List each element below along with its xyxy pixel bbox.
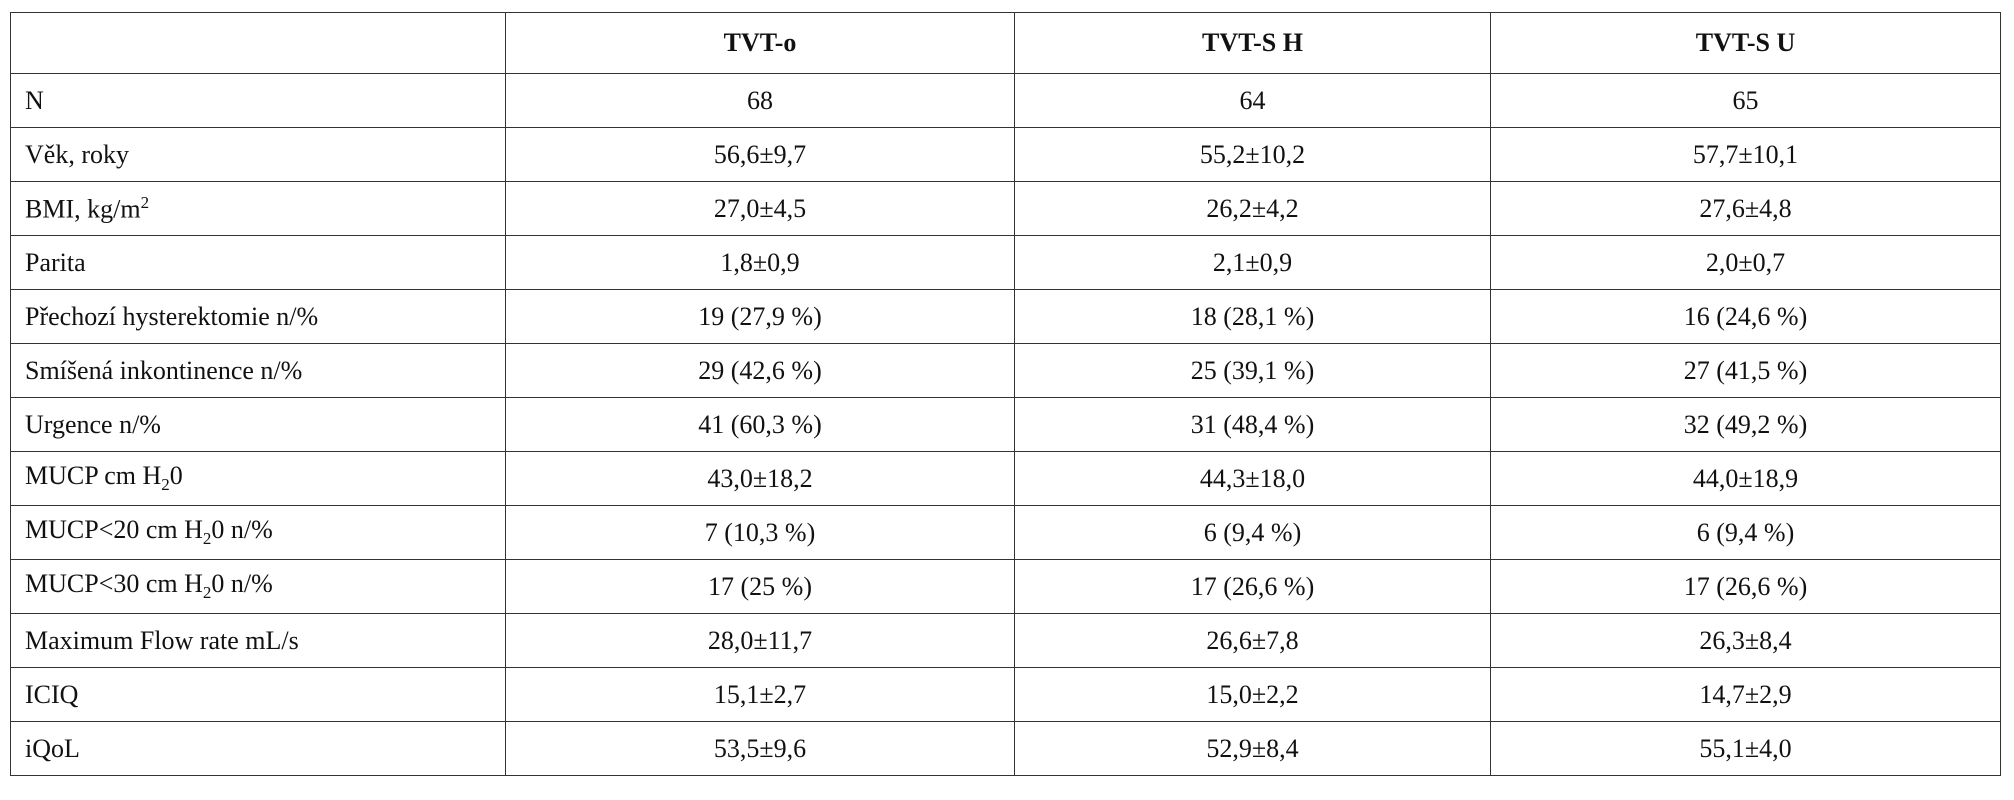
value-cell: 65	[1490, 73, 2001, 128]
value-cell: 1,8±0,9	[505, 235, 1015, 290]
row-label: Věk, roky	[10, 127, 506, 182]
header-cell: TVT-o	[505, 12, 1015, 74]
value-cell: 26,2±4,2	[1014, 181, 1491, 236]
label-text: Smíšená inkontinence n/%	[25, 355, 303, 385]
value-cell: 31 (48,4 %)	[1014, 397, 1491, 452]
value-cell: 43,0±18,2	[505, 451, 1015, 506]
row-label: Smíšená inkontinence n/%	[10, 343, 506, 398]
label-text: Přechozí hysterektomie n/%	[25, 301, 319, 331]
value-cell: 27 (41,5 %)	[1490, 343, 2001, 398]
table-row: BMI, kg/m2 27,0±4,5 26,2±4,2 27,6±4,8	[10, 181, 2001, 236]
label-text: MUCP<30 cm H	[25, 569, 203, 599]
value-cell: 14,7±2,9	[1490, 667, 2001, 722]
value-cell: 56,6±9,7	[505, 127, 1015, 182]
label-text: BMI, kg/m	[25, 194, 141, 224]
row-label: MUCP<30 cm H20 n/%	[10, 559, 506, 614]
value-cell: 18 (28,1 %)	[1014, 289, 1491, 344]
label-text: ICIQ	[25, 679, 79, 709]
value-cell: 52,9±8,4	[1014, 721, 1491, 776]
value-cell: 27,0±4,5	[505, 181, 1015, 236]
row-label: Urgence n/%	[10, 397, 506, 452]
table-row: ICIQ 15,1±2,7 15,0±2,2 14,7±2,9	[10, 667, 2001, 722]
label-text: Urgence n/%	[25, 409, 161, 439]
row-label: Přechozí hysterektomie n/%	[10, 289, 506, 344]
header-cell	[10, 12, 506, 74]
row-label: Maximum Flow rate mL/s	[10, 613, 506, 668]
value-cell: 44,0±18,9	[1490, 451, 2001, 506]
table-body: N 68 64 65 Věk, roky 56,6±9,7 55,2±10,2 57,7±10…	[10, 73, 2001, 776]
value-cell: 55,1±4,0	[1490, 721, 2001, 776]
label-text: Parita	[25, 247, 86, 277]
table-row: Smíšená inkontinence n/% 29 (42,6 %) 25 (3…	[10, 343, 2001, 398]
table-row: MUCP<30 cm H20 n/% 17 (25 %) 17 (26,6 %) 17…	[10, 559, 2001, 614]
value-cell: 26,6±7,8	[1014, 613, 1491, 668]
table-row: N 68 64 65	[10, 73, 2001, 128]
value-cell: 7 (10,3 %)	[505, 505, 1015, 560]
value-cell: 15,0±2,2	[1014, 667, 1491, 722]
value-cell: 17 (26,6 %)	[1014, 559, 1491, 614]
label-text: Maximum Flow rate mL/s	[25, 625, 299, 655]
row-label: MUCP cm H20	[10, 451, 506, 506]
value-cell: 57,7±10,1	[1490, 127, 2001, 182]
value-cell: 27,6±4,8	[1490, 181, 2001, 236]
value-cell: 41 (60,3 %)	[505, 397, 1015, 452]
label-text: MUCP cm H	[25, 461, 162, 491]
value-cell: 28,0±11,7	[505, 613, 1015, 668]
label-sup: 2	[140, 192, 150, 212]
table-row: Maximum Flow rate mL/s 28,0±11,7 26,6±7,8 2…	[10, 613, 2001, 668]
header-cell: TVT-S U	[1490, 12, 2001, 74]
header-text: TVT-o	[723, 28, 797, 57]
data-table: TVT-o TVT-S H TVT-S U N 68 64 65 Věk, roky 56,6…	[10, 12, 2001, 776]
value-cell: 26,3±8,4	[1490, 613, 2001, 668]
table-row: Přechozí hysterektomie n/% 19 (27,9 %) 18 …	[10, 289, 2001, 344]
value-cell: 25 (39,1 %)	[1014, 343, 1491, 398]
table-row: MUCP cm H20 43,0±18,2 44,3±18,0 44,0±18,9	[10, 451, 2001, 506]
value-cell: 68	[505, 73, 1015, 128]
header-text: TVT-S U	[1695, 28, 1796, 57]
table-row: Urgence n/% 41 (60,3 %) 31 (48,4 %) 32 (49,…	[10, 397, 2001, 452]
label-text: 0	[169, 461, 183, 491]
label-text: Věk, roky	[25, 139, 129, 169]
label-sub: 2	[202, 583, 212, 603]
value-cell: 53,5±9,6	[505, 721, 1015, 776]
row-label: MUCP<20 cm H20 n/%	[10, 505, 506, 560]
label-text: N	[25, 85, 44, 115]
value-cell: 15,1±2,7	[505, 667, 1015, 722]
value-cell: 17 (26,6 %)	[1490, 559, 2001, 614]
value-cell: 64	[1014, 73, 1491, 128]
table-row: MUCP<20 cm H20 n/% 7 (10,3 %) 6 (9,4 %) 6 (…	[10, 505, 2001, 560]
value-cell: 16 (24,6 %)	[1490, 289, 2001, 344]
value-cell: 6 (9,4 %)	[1014, 505, 1491, 560]
header-cell: TVT-S H	[1014, 12, 1491, 74]
value-cell: 44,3±18,0	[1014, 451, 1491, 506]
row-label: iQoL	[10, 721, 506, 776]
row-label: N	[10, 73, 506, 128]
label-text: MUCP<20 cm H	[25, 515, 203, 545]
value-cell: 2,1±0,9	[1014, 235, 1491, 290]
row-label: Parita	[10, 235, 506, 290]
table-row: Parita 1,8±0,9 2,1±0,9 2,0±0,7	[10, 235, 2001, 290]
label-text: 0 n/%	[211, 515, 273, 545]
table-row: Věk, roky 56,6±9,7 55,2±10,2 57,7±10,1	[10, 127, 2001, 182]
header-row: TVT-o TVT-S H TVT-S U	[10, 12, 2001, 74]
value-cell: 32 (49,2 %)	[1490, 397, 2001, 452]
value-cell: 55,2±10,2	[1014, 127, 1491, 182]
value-cell: 29 (42,6 %)	[505, 343, 1015, 398]
label-text: 0 n/%	[211, 569, 273, 599]
row-label: BMI, kg/m2	[10, 181, 506, 236]
label-text: iQoL	[25, 733, 80, 763]
row-label: ICIQ	[10, 667, 506, 722]
header-text: TVT-S H	[1202, 28, 1303, 57]
label-sub: 2	[161, 475, 170, 495]
value-cell: 6 (9,4 %)	[1490, 505, 2001, 560]
table-row: iQoL 53,5±9,6 52,9±8,4 55,1±4,0	[10, 721, 2001, 776]
value-cell: 17 (25 %)	[505, 559, 1015, 614]
value-cell: 2,0±0,7	[1490, 235, 2001, 290]
label-sub: 2	[202, 529, 212, 549]
value-cell: 19 (27,9 %)	[505, 289, 1015, 344]
